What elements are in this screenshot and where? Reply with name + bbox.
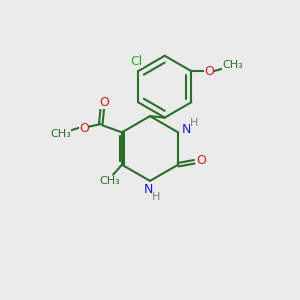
Text: N: N xyxy=(182,124,191,137)
Text: H: H xyxy=(190,118,198,128)
Text: H: H xyxy=(190,119,198,129)
Text: CH₃: CH₃ xyxy=(50,128,71,139)
Text: CH₃: CH₃ xyxy=(99,176,120,186)
Text: O: O xyxy=(99,96,109,109)
Text: O: O xyxy=(204,65,214,78)
Text: N: N xyxy=(182,123,192,136)
Text: Cl: Cl xyxy=(130,55,142,68)
Text: O: O xyxy=(79,122,89,135)
Text: CH₃: CH₃ xyxy=(222,60,243,70)
Text: N: N xyxy=(144,183,153,196)
Text: O: O xyxy=(196,154,206,167)
Text: H: H xyxy=(152,192,160,202)
